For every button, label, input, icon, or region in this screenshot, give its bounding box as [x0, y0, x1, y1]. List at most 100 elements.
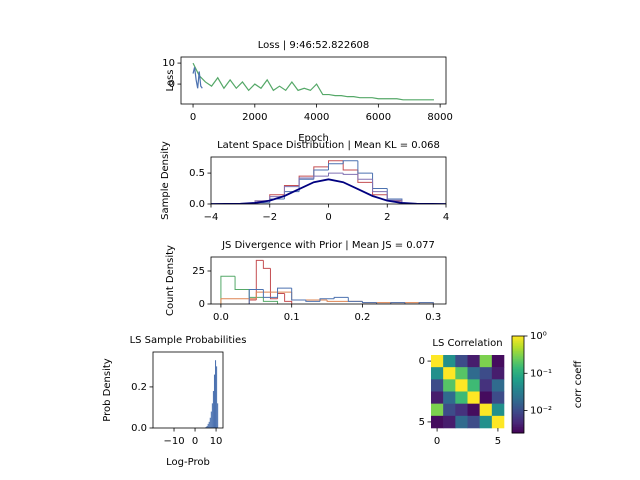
colorbar-segment: [512, 418, 524, 421]
x-tick-label: 2: [384, 212, 390, 223]
hist-bar: [212, 391, 214, 428]
hist-step: [313, 175, 329, 179]
y-tick-label: 0.2: [131, 382, 147, 393]
axes-title: LS Correlation: [432, 338, 502, 349]
hist-step: [319, 298, 335, 302]
colorbar-segment: [512, 357, 524, 360]
heatmap-cell: [491, 403, 505, 417]
colorbar-segment: [512, 389, 524, 392]
hist-step: [298, 177, 314, 187]
colorbar-segment: [512, 402, 524, 405]
x-tick-label: 6000: [366, 112, 391, 123]
hist-step: [262, 297, 279, 304]
hist-step: [305, 300, 321, 302]
heatmap-cell: [491, 415, 505, 429]
hist-step: [313, 169, 329, 180]
x-axis-label: Epoch: [298, 133, 329, 144]
colorbar-segment: [512, 424, 524, 428]
colorbar-segment: [512, 348, 524, 352]
hist-step: [390, 302, 405, 304]
hist-step: [220, 298, 257, 304]
colorbar-segment: [512, 360, 524, 363]
hist-step: [342, 173, 358, 175]
x-tick-label: 8000: [427, 112, 452, 123]
x-tick-label: 10: [210, 436, 223, 447]
colorbar-segment: [512, 336, 524, 339]
colorbar-segment: [512, 344, 524, 347]
hist-step: [404, 302, 420, 304]
heatmap-cell: [431, 403, 444, 417]
hist-step: [277, 292, 285, 299]
hist-step: [277, 287, 292, 298]
y-tick-label: 0: [199, 299, 205, 310]
heatmap-cell: [467, 379, 480, 392]
colorbar-segment: [512, 405, 524, 408]
axes-title: JS Divergence with Prior | Mean JS = 0.0…: [221, 240, 435, 251]
colorbar-segment: [512, 420, 524, 423]
x-tick-label: 0.1: [284, 312, 300, 323]
heatmap-cell: [479, 367, 493, 380]
x-tick-label: −10: [163, 436, 184, 447]
hist-step: [234, 276, 250, 290]
colorbar-segment: [512, 361, 524, 364]
heatmap-cell: [443, 355, 456, 368]
hist-bar: [206, 425, 208, 428]
colorbar-segment: [512, 339, 524, 342]
heatmap-cell: [455, 403, 468, 417]
colorbar-segment: [512, 395, 524, 398]
hist-step: [357, 174, 373, 180]
series-line: [192, 62, 434, 101]
heatmap-cell: [467, 355, 480, 368]
colorbar-segment: [512, 378, 524, 381]
heatmap-cell: [443, 391, 456, 404]
y-axis-label: Prob Density: [102, 358, 113, 421]
colorbar-segment: [512, 428, 524, 431]
hist-step: [357, 169, 373, 183]
heatmap-cell: [431, 367, 444, 380]
colorbar-segment: [512, 347, 524, 350]
colorbar-tick-label: 10⁻²: [530, 406, 552, 417]
hist-step: [313, 166, 329, 177]
colorbar-segment: [512, 410, 524, 413]
axes-title: LS Sample Probabilities: [130, 335, 247, 346]
heatmap-cell: [479, 391, 493, 404]
colorbar-segment: [512, 340, 524, 343]
axes-frame: [180, 56, 447, 105]
heatmap-cell: [443, 415, 456, 429]
colorbar-segment: [512, 345, 524, 348]
hist-bar: [207, 423, 209, 428]
colorbar-segment: [512, 355, 524, 358]
y-tick-label: 0.0: [189, 199, 205, 210]
hist-bar: [205, 426, 207, 428]
colorbar-segment: [512, 384, 524, 387]
colorbar-segment: [512, 390, 524, 394]
hist-step: [291, 288, 306, 301]
heatmap-cell: [467, 415, 480, 429]
y-tick-label: 0: [169, 79, 175, 90]
heatmap-cell: [443, 367, 456, 380]
hist-step: [283, 186, 300, 197]
heatmap-cell: [479, 355, 493, 368]
x-tick-label: 0: [192, 436, 198, 447]
x-tick-label: 4: [443, 212, 449, 223]
colorbar-segment: [512, 366, 524, 369]
colorbar-segment: [512, 369, 524, 373]
y-tick-label: 0: [419, 356, 425, 367]
x-tick-label: 5: [495, 436, 501, 447]
heatmap-cell: [431, 415, 444, 429]
colorbar-segment: [512, 376, 524, 379]
hist-step: [347, 297, 363, 302]
axes-title: Loss | 9:46:52.822608: [258, 40, 370, 51]
axes-title: Latent Space Distribution | Mean KL = 0.…: [217, 140, 440, 151]
colorbar-segment: [512, 374, 524, 377]
heatmap-cell: [455, 415, 468, 429]
heatmap-cell: [455, 391, 468, 404]
x-tick-label: 0: [190, 112, 196, 123]
hist-step: [220, 275, 236, 304]
colorbar-segment: [512, 373, 524, 376]
hist-bar: [213, 374, 216, 428]
heatmap-cell: [431, 391, 444, 404]
colorbar-segment: [512, 337, 524, 340]
plot-area: [205, 360, 219, 428]
